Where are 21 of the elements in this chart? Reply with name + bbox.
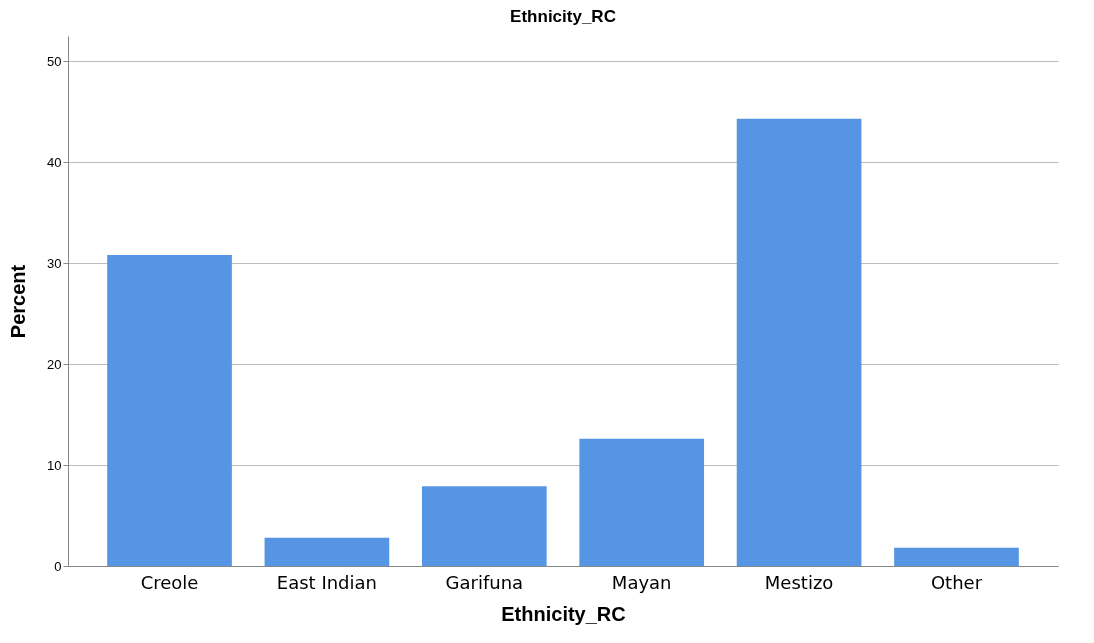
bar [421, 486, 547, 566]
bar [107, 255, 232, 566]
y-tick-label: 40 [47, 154, 62, 170]
bar [894, 547, 1019, 566]
bar [264, 537, 390, 566]
x-tick-label: Garifuna [445, 571, 524, 593]
y-tick-label: 0 [54, 558, 62, 574]
x-tick-label: Other [930, 571, 983, 593]
x-tick-label: Mestizo [764, 571, 834, 593]
bar [736, 118, 862, 566]
chart-title: Ethnicity_RC [510, 7, 616, 26]
y-axis-title: Percent [7, 264, 30, 339]
bar [579, 438, 705, 566]
x-tick-label: East Indian [276, 571, 377, 593]
x-tick-label: Mayan [611, 571, 672, 593]
x-axis-title: Ethnicity_RC [501, 602, 626, 625]
y-tick-label: 20 [47, 356, 62, 372]
x-tick-label: Creole [140, 571, 199, 593]
y-tick-label: 50 [47, 53, 62, 69]
y-tick-label: 10 [47, 457, 62, 473]
y-tick-label: 30 [47, 255, 62, 271]
